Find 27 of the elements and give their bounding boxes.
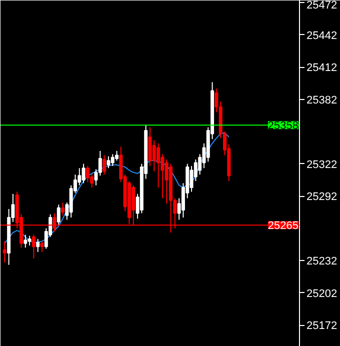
- candlestick: [61, 202, 65, 216]
- candlestick: [106, 156, 110, 169]
- candlestick: [115, 150, 119, 162]
- y-tick-label: 25292: [306, 191, 338, 204]
- candlestick: [36, 238, 40, 252]
- candlestick: [86, 165, 90, 183]
- y-tick-label: 25322: [306, 158, 338, 171]
- candlestick: [156, 142, 160, 188]
- candlestick: [164, 159, 168, 204]
- candlestick: [110, 154, 114, 166]
- y-tick-label: 25472: [306, 0, 338, 12]
- candlestick: [2, 240, 6, 264]
- candlestick: [102, 154, 106, 176]
- y-tick-label: 25232: [306, 256, 338, 268]
- y-tick-label: 25412: [306, 62, 338, 74]
- candlestick: [82, 163, 86, 184]
- candlestick: [152, 140, 156, 172]
- candlestick: [24, 234, 28, 248]
- candlestick: [98, 150, 102, 176]
- y-tick-label: 25442: [306, 30, 338, 42]
- candlestick: [32, 234, 36, 259]
- y-tick-label: 25172: [306, 320, 338, 332]
- candlestick: [56, 204, 60, 226]
- y-tick-label: 25382: [306, 94, 338, 106]
- candlestick: [40, 240, 44, 252]
- y-tick-label: 25202: [306, 288, 338, 300]
- candlestick: [28, 235, 32, 246]
